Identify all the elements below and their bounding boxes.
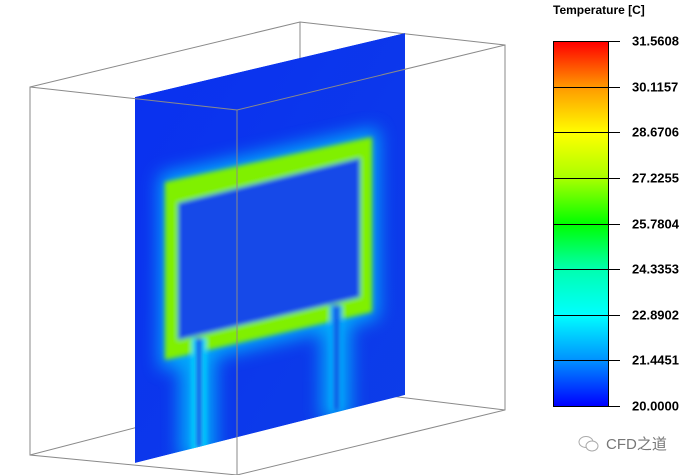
legend-tick-label: 31.5608 (632, 33, 679, 49)
watermark-text: CFD之道 (606, 436, 667, 453)
legend-tick-label: 25.7804 (632, 216, 679, 231)
legend-tick-label: 21.4451 (632, 352, 679, 368)
legend-tick (553, 314, 620, 316)
legend-tick-label: 27.2255 (632, 170, 679, 186)
legend-tick (553, 269, 620, 271)
legend-tick-label: 22.8902 (632, 307, 679, 323)
legend-tick (553, 41, 620, 42)
legend-tick (553, 177, 620, 179)
legend-tick-label: 30.1157 (632, 79, 679, 95)
watermark: CFD之道 (578, 433, 667, 454)
legend-tick (553, 223, 620, 225)
legend-title: Temperature [C] (553, 3, 645, 17)
wechat-icon (578, 435, 599, 451)
legend-tick (553, 406, 620, 407)
legend-tick-label: 24.3353 (632, 261, 679, 277)
domain-box-front (29, 44, 506, 475)
legend-tick (553, 132, 620, 134)
legend-tick-label: 20.0000 (632, 398, 679, 414)
temperature-section-plane (135, 33, 405, 463)
legend-tick (553, 360, 620, 362)
legend-tick-label: 28.6706 (632, 124, 679, 140)
legend-tick (553, 86, 620, 88)
